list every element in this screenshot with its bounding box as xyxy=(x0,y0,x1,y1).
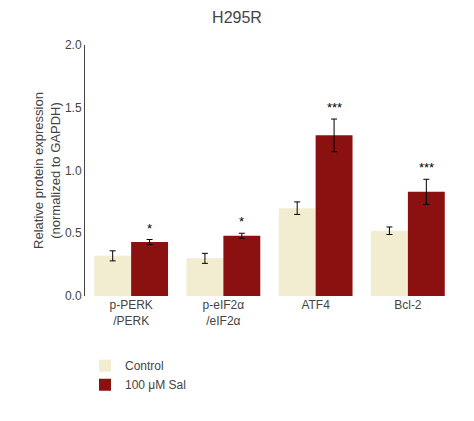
svg-text:*: * xyxy=(239,214,244,229)
svg-text:Control: Control xyxy=(125,359,164,373)
svg-text:ATF4: ATF4 xyxy=(301,298,330,312)
svg-text:1.5: 1.5 xyxy=(65,101,82,115)
svg-text:0.5: 0.5 xyxy=(65,226,82,240)
svg-text:H295R: H295R xyxy=(212,9,262,26)
svg-text:*: * xyxy=(147,221,152,236)
svg-text:0.0: 0.0 xyxy=(65,289,82,303)
svg-text:***: *** xyxy=(327,100,342,115)
svg-text:1.0: 1.0 xyxy=(65,164,82,178)
svg-text:p-PERK/PERK: p-PERK/PERK xyxy=(109,298,152,328)
svg-text:100 μM Sal: 100 μM Sal xyxy=(125,378,186,392)
svg-text:Bcl-2: Bcl-2 xyxy=(394,298,422,312)
svg-text:Relative protein expression(no: Relative protein expression(normalized t… xyxy=(31,92,63,249)
svg-text:2.0: 2.0 xyxy=(65,38,82,52)
svg-text:p-eIF2α/eIF2α: p-eIF2α/eIF2α xyxy=(203,298,245,328)
svg-text:***: *** xyxy=(419,160,434,175)
